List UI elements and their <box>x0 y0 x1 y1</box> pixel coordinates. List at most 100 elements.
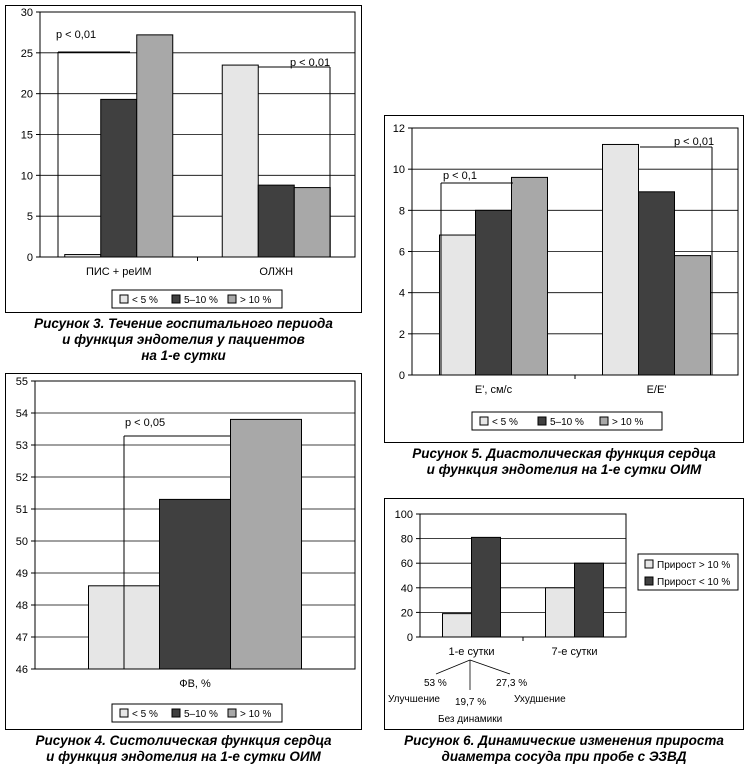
fig5-caption-line1: Рисунок 5. Диастолическая функция сердца <box>412 446 716 461</box>
fig6-legend <box>637 553 739 591</box>
fig3-legend-label: > 10 % <box>240 295 272 306</box>
fig5-annotation: p < 0,01 <box>674 136 714 148</box>
fig3-legend-swatch <box>119 294 129 304</box>
fig6-y-tick-label: 0 <box>407 632 413 644</box>
fig3-category-label: ПИС + реИМ <box>86 266 152 278</box>
fig4-y-tick-label: 53 <box>16 440 28 452</box>
fig6-y-tick-label: 80 <box>401 534 413 546</box>
fig5-bar <box>638 191 675 376</box>
fig3-legend-label: 5–10 % <box>184 295 218 306</box>
fig5-caption: Рисунок 5. Диастолическая функция сердца… <box>384 446 744 478</box>
fig5-y-tick-label: 6 <box>399 247 405 259</box>
fig4-legend-swatch <box>171 708 181 718</box>
fig4-y-tick-label: 50 <box>16 536 28 548</box>
fig6-caption-line2: диаметра сосуда при пробе с ЭЗВД <box>441 749 687 764</box>
fig3-legend-label: < 5 % <box>132 295 158 306</box>
fig6-annotation: 53 % <box>424 678 447 689</box>
fig3-category-label: ОЛЖН <box>259 266 293 278</box>
fig5-category-label: E/E' <box>647 384 667 396</box>
fig4-legend <box>111 703 283 723</box>
fig4-y-tick-label: 55 <box>16 376 28 388</box>
fig6-annotation: Без динамики <box>438 714 502 725</box>
fig4-y-tick-label: 47 <box>16 632 28 644</box>
fig4-caption-line2: и функция эндотелия на 1-е сутки ОИМ <box>46 749 321 764</box>
fig3-y-tick-label: 30 <box>21 7 33 19</box>
fig6-annotation: 19,7 % <box>455 697 486 708</box>
fig6-legend-swatch <box>644 559 654 569</box>
fig4-legend-label: > 10 % <box>240 709 272 720</box>
fig4-caption-line1: Рисунок 4. Систолическая функция сердца <box>35 733 332 748</box>
fig6-annotation: Улучшение <box>388 694 440 705</box>
fig6-y-tick-label: 40 <box>401 583 413 595</box>
fig3-y-tick-label: 25 <box>21 48 33 60</box>
fig4-annotation: p < 0,05 <box>125 417 165 429</box>
fig5-y-tick-label: 8 <box>399 205 405 217</box>
fig6-bar <box>442 613 472 638</box>
fig3-caption-line3: на 1-е сутки <box>141 348 226 363</box>
fig4-y-tick-label: 48 <box>16 600 28 612</box>
fig5-category-label: E', см/с <box>475 384 513 396</box>
fig5-bar <box>475 209 512 376</box>
fig5-legend-label: > 10 % <box>612 417 644 428</box>
fig5-bar <box>602 143 639 376</box>
fig5-legend <box>471 411 663 431</box>
fig6-caption: Рисунок 6. Динамические изменения прирос… <box>384 733 744 765</box>
fig4-y-tick-label: 49 <box>16 568 28 580</box>
fig5-bar <box>674 255 711 376</box>
fig3-legend <box>111 289 283 309</box>
fig5-legend-swatch <box>537 416 547 426</box>
fig3-legend-swatch <box>227 294 237 304</box>
fig4-y-tick-label: 54 <box>16 408 28 420</box>
fig5-y-tick-label: 2 <box>399 329 405 341</box>
fig6-y-tick-label: 100 <box>395 509 413 521</box>
fig3-y-tick-label: 5 <box>27 211 33 223</box>
fig6-y-tick-label: 60 <box>401 558 413 570</box>
fig6-arrow <box>469 659 511 675</box>
fig4-y-tick-label: 51 <box>16 504 28 516</box>
fig3-legend-swatch <box>171 294 181 304</box>
fig5-caption-line2: и функция эндотелия на 1-е сутки ОИМ <box>426 462 702 477</box>
fig5-legend-swatch <box>599 416 609 426</box>
fig5-y-tick-label: 4 <box>399 288 405 300</box>
fig6-legend-swatch <box>644 576 654 586</box>
fig6-y-tick-label: 20 <box>401 607 413 619</box>
fig4-legend-label: 5–10 % <box>184 709 218 720</box>
fig5-y-tick-label: 10 <box>393 164 405 176</box>
fig3-y-tick-label: 20 <box>21 89 33 101</box>
fig4-bar <box>230 418 302 670</box>
fig6-bar <box>545 587 575 638</box>
fig5-legend-label: 5–10 % <box>550 417 584 428</box>
fig3-caption-line1: Рисунок 3. Течение госпитального периода <box>34 316 333 331</box>
fig3-y-tick-label: 10 <box>21 170 33 182</box>
fig3-caption-line2: и функция эндотелия у пациентов <box>62 332 305 347</box>
fig6-legend-label: Прирост < 10 % <box>657 577 730 588</box>
fig3-annotation: p < 0,01 <box>56 29 96 41</box>
fig5-bar <box>511 176 548 376</box>
fig5-y-tick-label: 0 <box>399 370 405 382</box>
fig3-y-tick-label: 15 <box>21 130 33 142</box>
fig5-y-tick-label: 12 <box>393 123 405 135</box>
fig6-annotation: 27,3 % <box>496 678 527 689</box>
fig3-bar <box>221 64 259 258</box>
fig6-arrow <box>435 659 471 675</box>
fig6-category-label: 7-е сутки <box>552 646 598 658</box>
fig4-legend-label: < 5 % <box>132 709 158 720</box>
fig4-caption: Рисунок 4. Систолическая функция сердца … <box>5 733 362 765</box>
fig3-bar <box>136 34 174 258</box>
fig4-category-label: ФВ, % <box>179 678 211 690</box>
fig5-legend-label: < 5 % <box>492 417 518 428</box>
fig6-bar <box>471 536 501 638</box>
fig3-y-tick-label: 0 <box>27 252 33 264</box>
fig4-y-tick-label: 46 <box>16 664 28 676</box>
fig6-annotation: Ухудшение <box>514 694 566 705</box>
fig3-caption: Рисунок 3. Течение госпитального периода… <box>5 316 362 364</box>
fig3-annotation: p < 0,01 <box>290 57 330 69</box>
fig4-bar <box>159 498 231 670</box>
fig3-bar <box>100 98 138 258</box>
fig4-y-tick-label: 52 <box>16 472 28 484</box>
fig6-legend-label: Прирост > 10 % <box>657 560 730 571</box>
